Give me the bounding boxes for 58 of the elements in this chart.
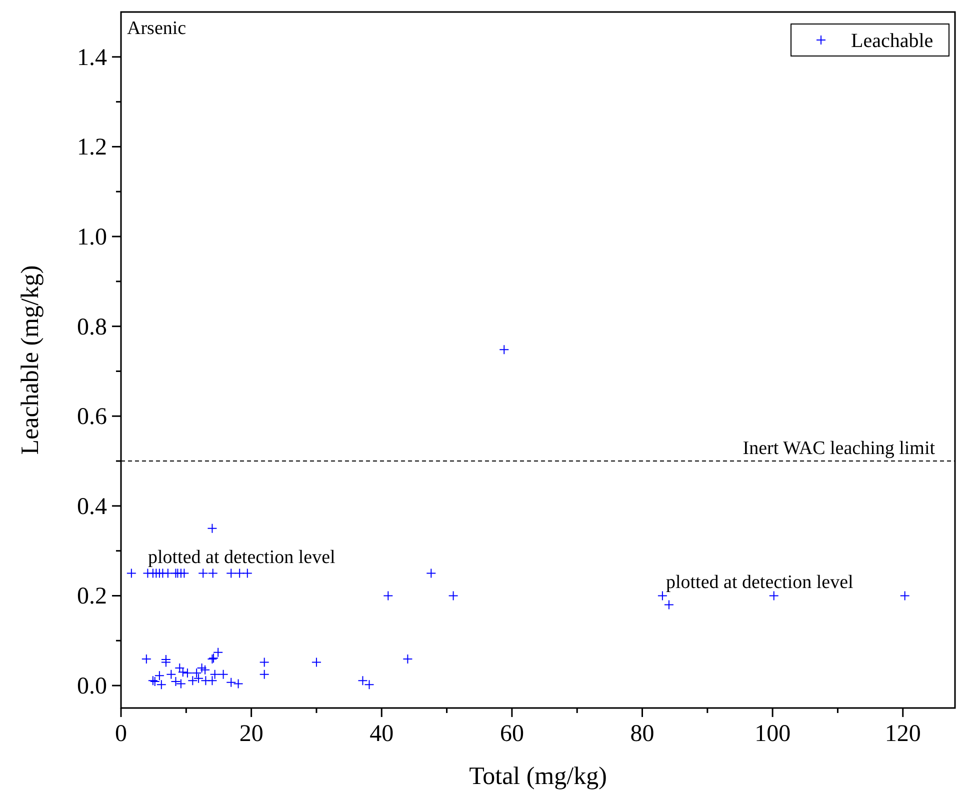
point [226,677,236,688]
point [179,568,190,578]
point [207,523,218,534]
point [126,568,136,578]
point [499,344,510,355]
point [207,676,218,686]
point [402,654,413,664]
point [182,668,192,678]
point [234,568,245,578]
point [196,663,207,674]
y-axis-title: Leachable (mg/kg) [17,265,44,455]
y-tick-label: 0.8 [77,314,107,340]
point [188,676,198,686]
point [768,590,779,601]
y-tick-label: 1.0 [77,224,107,251]
x-tick-label: 60 [500,721,524,747]
point [208,568,218,578]
point [141,654,152,664]
point [259,657,270,668]
point [383,590,394,601]
point [900,590,910,601]
y-tick-label: 0.2 [77,584,107,610]
point [226,568,236,578]
annotation: plotted at detection level [666,572,854,593]
y-tick-label: 0.4 [77,494,107,520]
x-tick-label: 20 [239,721,264,747]
point [218,669,228,680]
x-tick-label: 80 [630,721,654,747]
point [198,568,208,578]
legend-label: Leachable [851,30,934,52]
y-tick-label: 1.4 [77,44,107,71]
y-tick-label: 1.2 [77,134,107,161]
point [200,664,210,675]
point [311,657,322,668]
y-tick-label: 0.6 [77,404,107,430]
point [160,654,171,665]
point [162,568,173,578]
x-tick-label: 100 [754,721,791,747]
point [657,590,668,601]
point [664,600,674,610]
point [210,669,220,680]
ref-line-label: Inert WAC leaching limit [742,438,936,460]
point [178,667,188,678]
point [426,568,436,578]
point [154,670,164,681]
point [213,647,224,658]
x-axis-title: Total (mg/kg) [469,763,607,790]
point [233,678,244,689]
point [259,669,270,680]
point [448,590,458,601]
x-tick-label: 0 [115,721,127,747]
y-tick-label: 0.0 [77,674,107,700]
point [242,568,252,578]
annotation: Arsenic [127,18,186,39]
x-tick-label: 120 [884,721,921,747]
x-tick-label: 40 [370,721,394,747]
point [174,663,185,674]
annotation: plotted at detection level [148,547,336,568]
